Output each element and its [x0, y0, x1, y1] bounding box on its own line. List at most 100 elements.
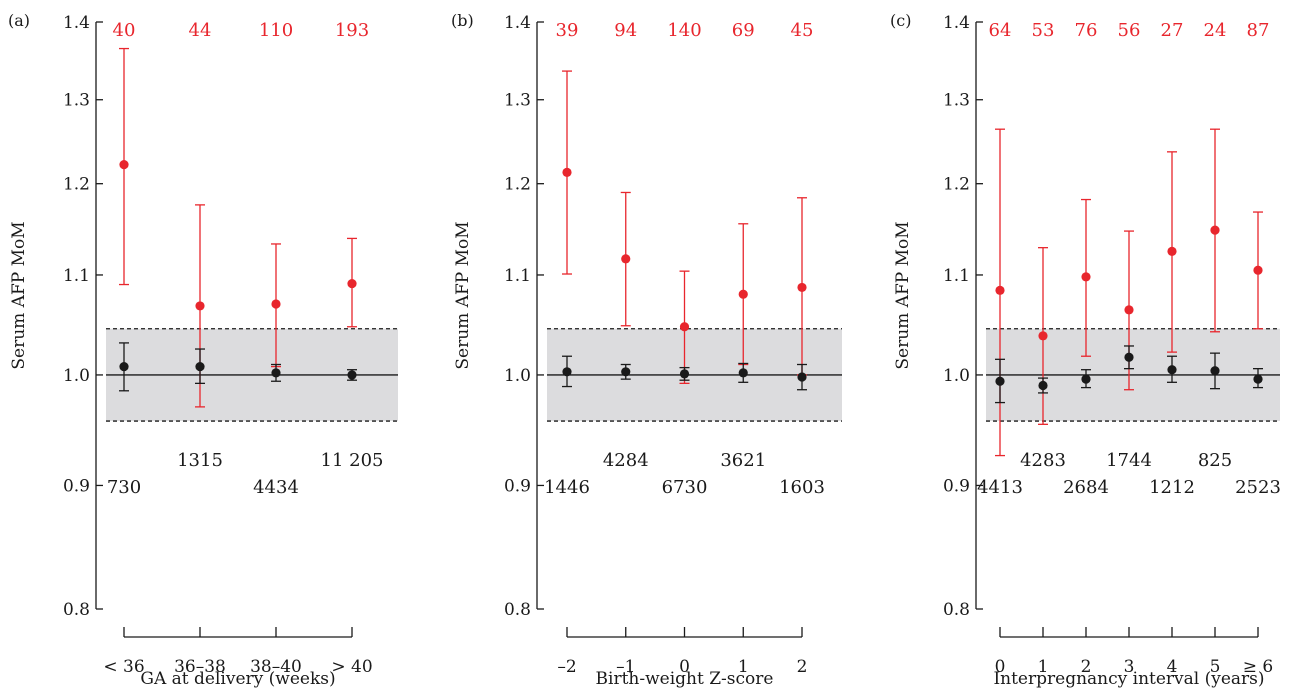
- y-tick-label: 1.4: [63, 13, 90, 33]
- data-point: [562, 167, 572, 177]
- x-axis-title: Birth-weight Z-score: [596, 669, 774, 688]
- data-point: [797, 282, 807, 293]
- count-label: 193: [335, 20, 369, 41]
- count-label: 1744: [1106, 450, 1152, 471]
- y-tick-label: 0.9: [943, 476, 970, 496]
- panel-tag: (c): [890, 11, 911, 30]
- x-tick-label: 3: [1124, 657, 1135, 677]
- data-point: [195, 301, 205, 311]
- count-label: 110: [259, 20, 293, 41]
- y-tick-label: 1.1: [63, 266, 90, 286]
- data-point: [562, 367, 572, 377]
- y-tick-label: 1.3: [504, 91, 531, 111]
- count-label: 94: [614, 20, 637, 41]
- data-point: [797, 372, 807, 382]
- x-tick-label: 36–38: [174, 657, 226, 677]
- panel-tag: (a): [8, 11, 30, 30]
- x-tick-label: < 36: [103, 657, 144, 677]
- y-tick-label: 1.1: [504, 266, 531, 286]
- y-tick-label: 0.8: [504, 600, 531, 620]
- y-tick-label: 1.0: [943, 366, 970, 386]
- x-tick-label: 0: [679, 657, 690, 677]
- count-label: 45: [791, 20, 814, 41]
- data-point: [1253, 265, 1263, 275]
- data-point: [738, 289, 748, 299]
- count-label: 730: [107, 477, 141, 498]
- data-point: [738, 368, 748, 378]
- count-label: 4434: [253, 477, 299, 498]
- y-axis-title: Serum AFP MoM: [453, 221, 473, 369]
- count-label: 27: [1161, 20, 1184, 41]
- series-black: 730 1315 4434 11 205: [107, 342, 384, 498]
- y-axis-title: Serum AFP MoM: [893, 221, 913, 369]
- count-label: 64: [989, 20, 1012, 41]
- count-label: 53: [1032, 20, 1055, 41]
- x-tick-label: ≥ 6: [1243, 657, 1273, 677]
- x-tick-label: 38–40: [250, 657, 302, 677]
- y-tick-label: 1.0: [504, 366, 531, 386]
- count-label: 6730: [662, 477, 708, 498]
- x-tick-label: 2: [797, 657, 808, 677]
- series-red: 39 94 140 69 45: [556, 20, 814, 385]
- count-label: 140: [667, 20, 701, 41]
- y-tick-label: 1.4: [943, 13, 970, 33]
- y-tick-label: 1.4: [504, 13, 531, 33]
- y-tick-label: 0.8: [943, 600, 970, 620]
- data-point: [1167, 246, 1177, 256]
- count-label: 3621: [720, 450, 766, 471]
- count-label: 76: [1075, 20, 1098, 41]
- data-point: [1124, 352, 1134, 362]
- count-label: 11 205: [321, 450, 384, 471]
- data-point: [271, 299, 281, 309]
- x-tick-label: 4: [1167, 657, 1178, 677]
- x-tick-label: –2: [557, 657, 576, 677]
- data-point: [621, 254, 631, 264]
- data-point: [119, 160, 129, 170]
- data-point: [1210, 366, 1220, 376]
- y-tick-label: 1.1: [943, 266, 970, 286]
- panel-tag: (b): [451, 11, 474, 30]
- y-tick-label: 1.2: [63, 175, 90, 195]
- y-tick-label: 1.2: [943, 175, 970, 195]
- count-label: 1446: [544, 477, 590, 498]
- series-red: 40 44 110 193: [113, 20, 369, 408]
- data-point: [1038, 331, 1048, 341]
- data-point: [119, 361, 129, 372]
- data-point: [679, 322, 690, 332]
- y-tick-label: 0.9: [504, 476, 531, 496]
- x-tick-label: 1: [738, 657, 749, 677]
- y-tick-label: 0.8: [63, 600, 90, 620]
- count-label: 1603: [779, 477, 825, 498]
- data-point: [1081, 272, 1091, 282]
- panel-b: (b) 0.8 0.9 1.0 1.1 1.2 1.3 1.4 Serum AFP MoM –2 –…: [451, 11, 842, 688]
- count-label: 56: [1118, 20, 1141, 41]
- count-label: 44: [189, 20, 212, 41]
- count-label: 4413: [977, 477, 1023, 498]
- count-label: 4283: [1020, 450, 1066, 471]
- x-tick-label: 2: [1081, 657, 1092, 677]
- series-red: 64 53 76 56 27 24 87: [989, 20, 1269, 457]
- data-point: [1124, 305, 1134, 315]
- data-point: [995, 285, 1005, 295]
- data-point: [195, 361, 205, 372]
- count-label: 40: [113, 20, 136, 41]
- count-label: 4284: [603, 450, 649, 471]
- x-axis-title: GA at delivery (weeks): [140, 669, 335, 688]
- count-label: 69: [732, 20, 755, 41]
- series-black: 1446 4284 6730 3621 1603: [544, 355, 825, 498]
- count-label: 24: [1204, 20, 1227, 41]
- x-tick-label: > 40: [331, 657, 372, 677]
- y-tick-label: 1.0: [63, 366, 90, 386]
- y-tick-label: 1.3: [63, 91, 90, 111]
- count-label: 1212: [1149, 477, 1195, 498]
- data-point: [347, 370, 357, 380]
- data-point: [1038, 380, 1048, 391]
- x-axis-title: Interpregnancy interval (years): [993, 669, 1264, 688]
- count-label: 825: [1198, 450, 1232, 471]
- data-point: [1167, 365, 1177, 375]
- y-tick-label: 1.3: [943, 91, 970, 111]
- y-axis-title: Serum AFP MoM: [9, 221, 29, 369]
- count-label: 39: [556, 20, 579, 41]
